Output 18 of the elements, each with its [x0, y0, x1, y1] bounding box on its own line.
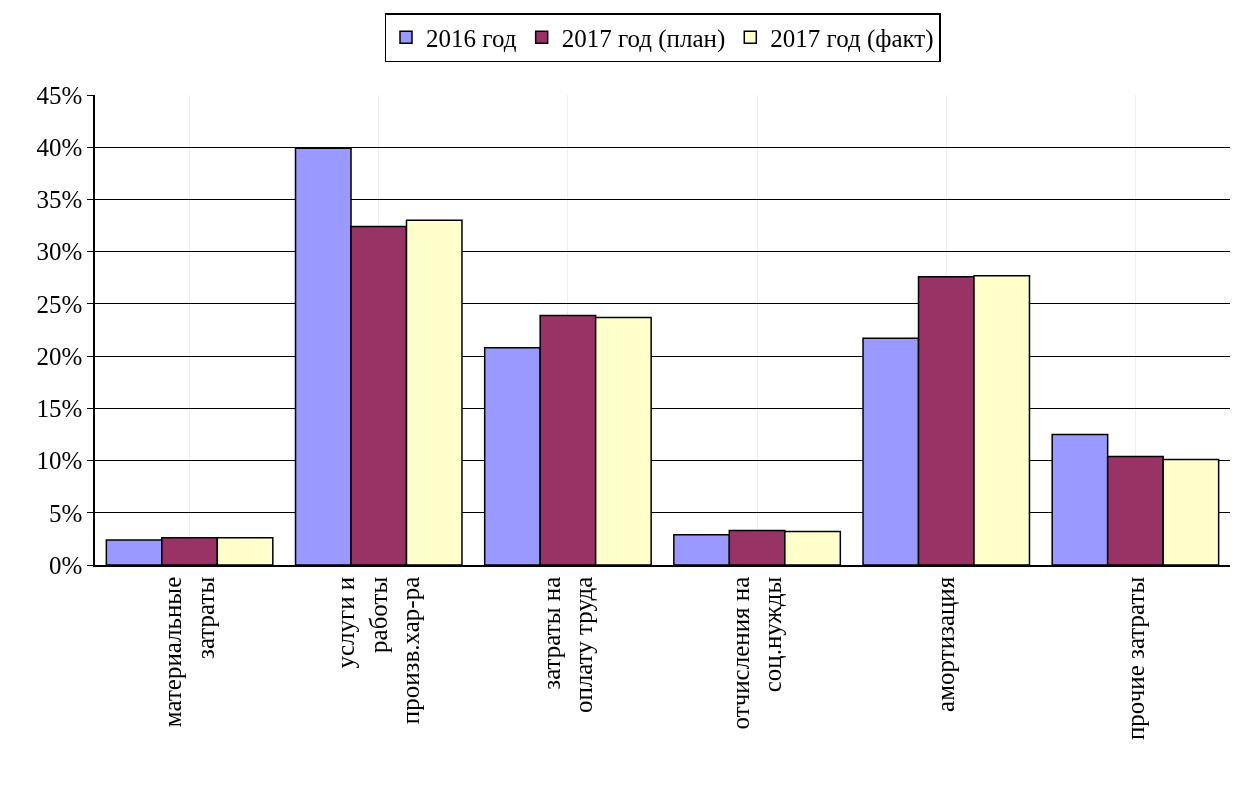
y-tick-label: 0%	[48, 551, 83, 579]
x-tick-label: затраты на оплату труда	[537, 576, 598, 714]
y-tick-label: 30%	[36, 238, 83, 266]
x-tick-label: материальные затраты	[159, 576, 219, 728]
x-tick-label: отчисления на соц.нужды	[726, 576, 787, 730]
y-tick-label: 5%	[48, 499, 83, 527]
legend-label: 2017 год (план)	[561, 25, 726, 54]
legend-label: 2016 год	[426, 25, 517, 53]
y-tick-label: 40%	[36, 133, 83, 161]
y-tick-label: 25%	[36, 290, 83, 318]
x-tick-label: прочие затраты	[1121, 576, 1149, 741]
y-tick-label: 10%	[36, 447, 83, 475]
x-tick-label: амортизация	[932, 576, 960, 712]
y-tick-label: 35%	[36, 186, 83, 214]
y-tick-label: 45%	[36, 81, 83, 109]
legend-label: 2017 год (факт)	[770, 25, 934, 54]
y-tick-label: 15%	[36, 395, 83, 423]
y-tick-label: 20%	[36, 342, 83, 370]
